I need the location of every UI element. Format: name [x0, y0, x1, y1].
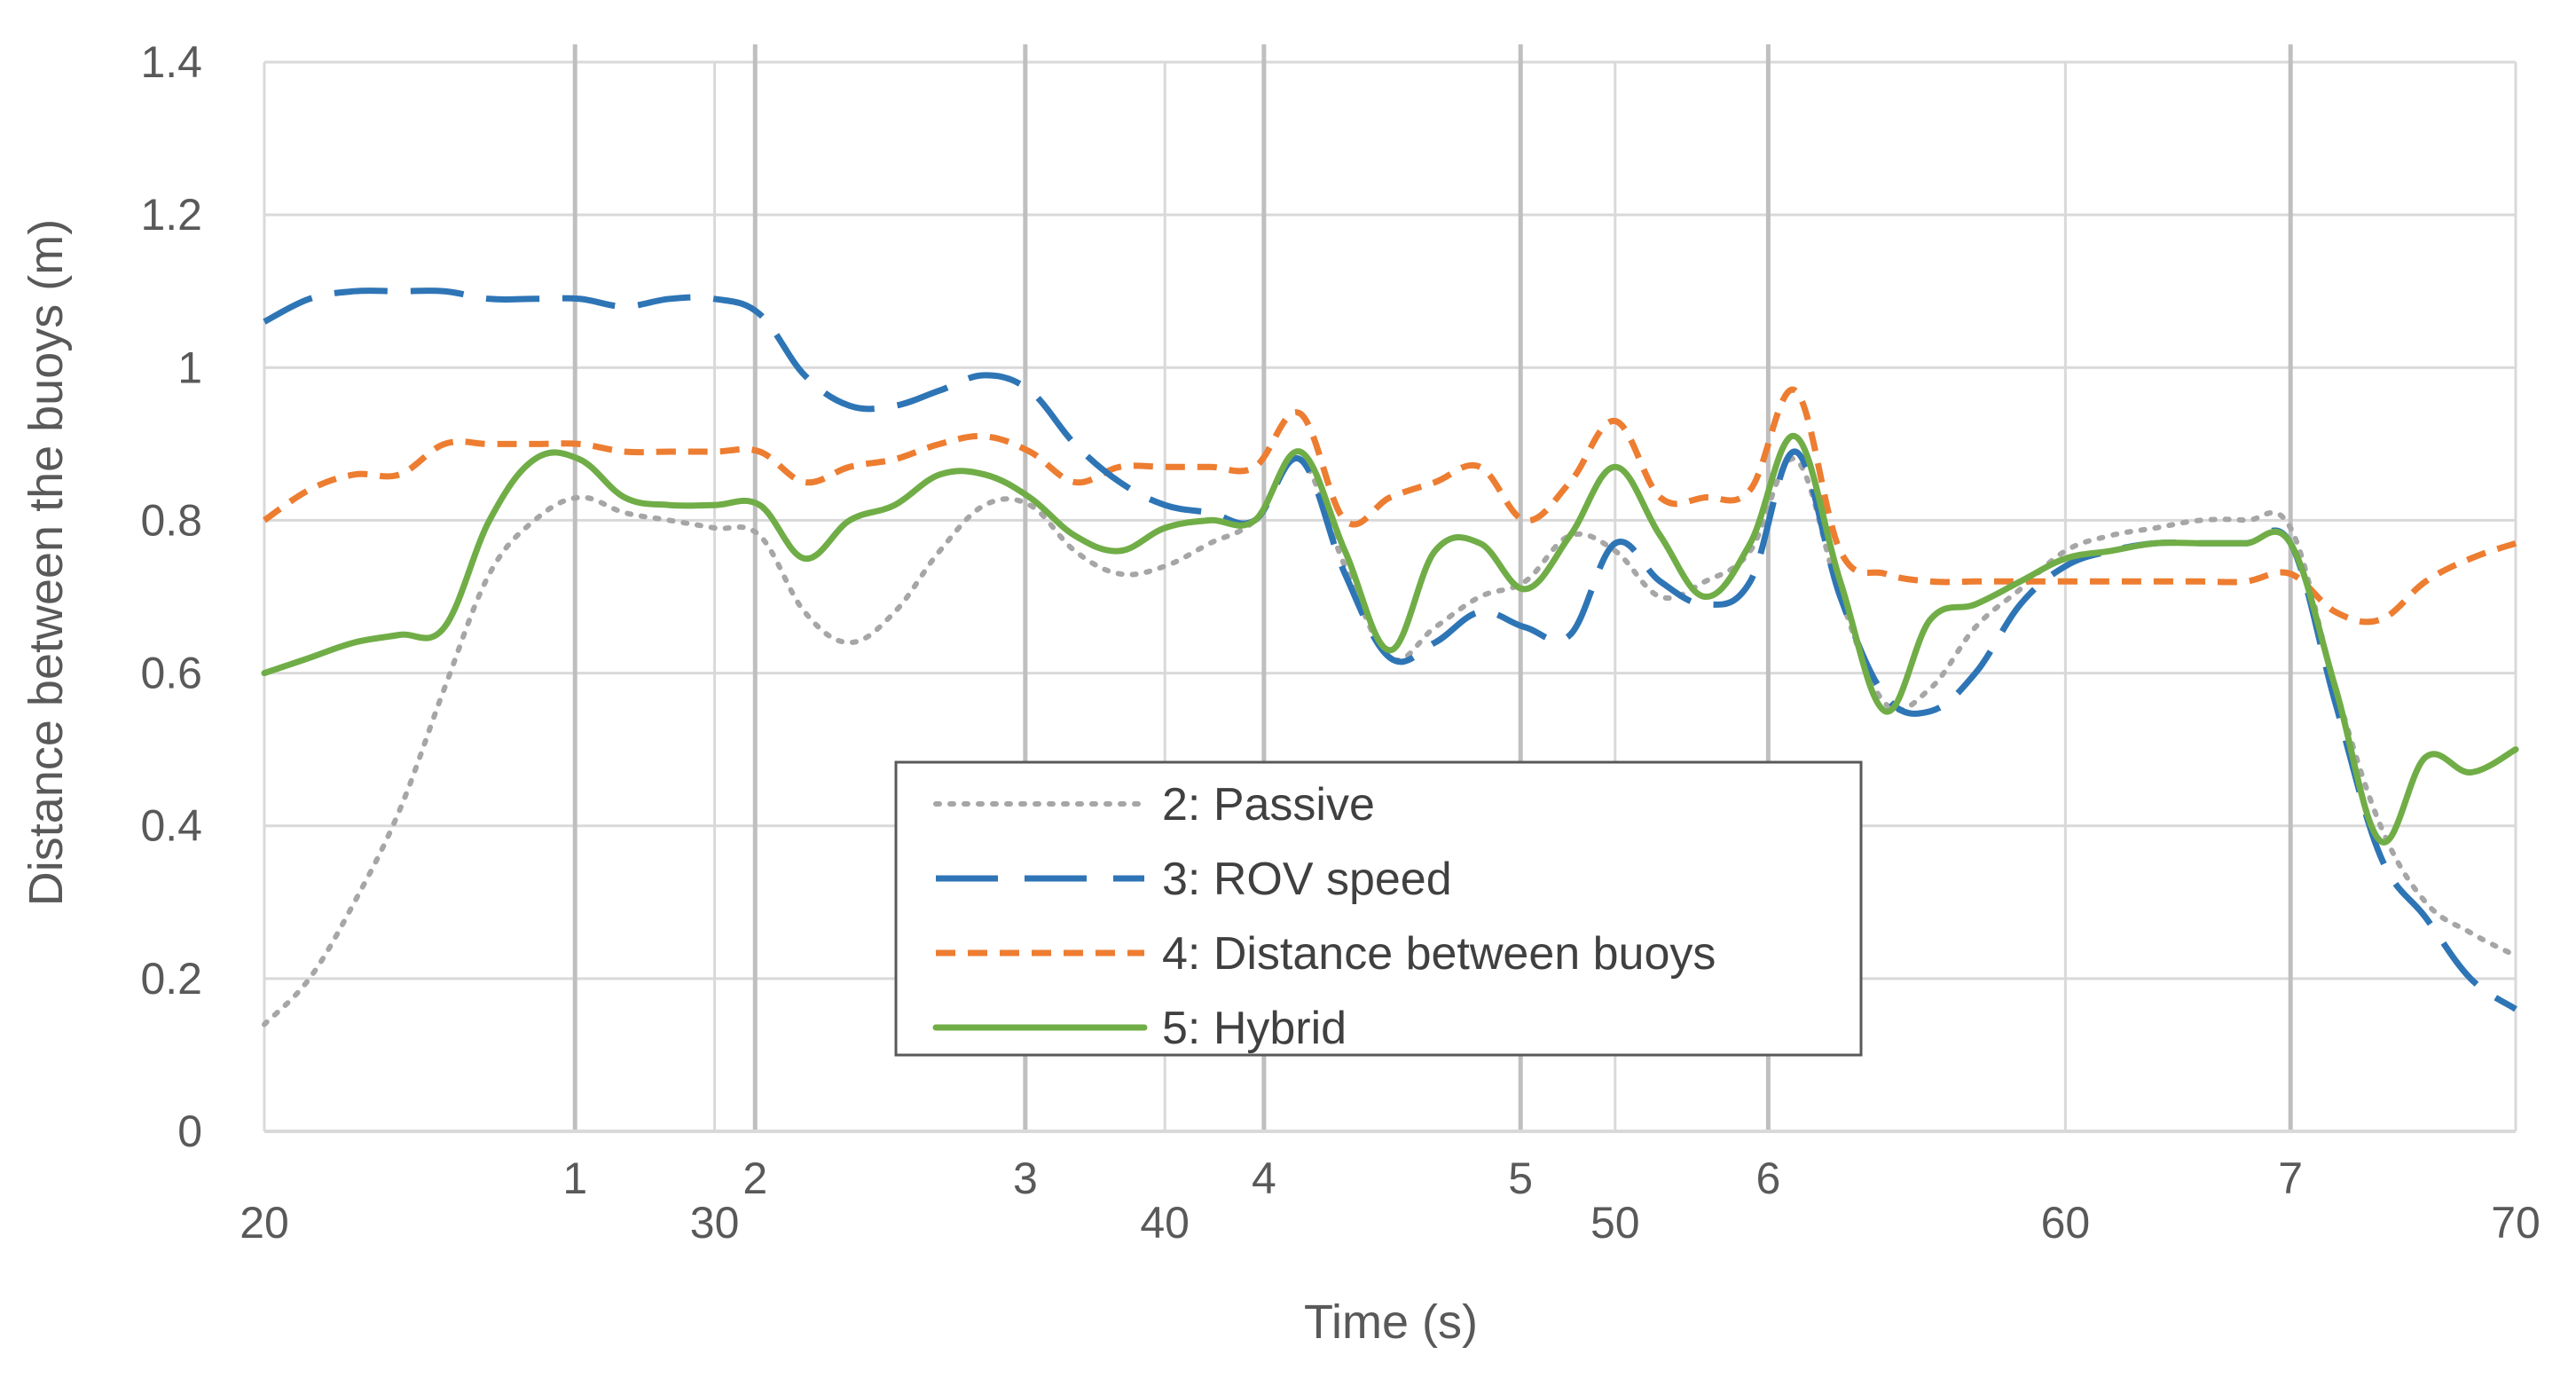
- y-tick-label-4: 0.8: [140, 495, 202, 545]
- series-lines: [261, 287, 2519, 1028]
- y-tick-label-3: 0.6: [140, 649, 202, 698]
- legend-label-5-hybrid: 5: Hybrid: [1162, 1003, 1347, 1054]
- event-label-2: 2: [742, 1154, 767, 1203]
- event-label-6: 6: [1755, 1154, 1780, 1203]
- vertical-gridlines: [263, 62, 2517, 1131]
- event-label-5: 5: [1508, 1154, 1533, 1203]
- event-label-3: 3: [1013, 1154, 1038, 1203]
- legend-label-4-distance-between-buoys: 4: Distance between buoys: [1162, 928, 1716, 980]
- y-tick-label-2: 0.4: [140, 801, 202, 851]
- event-label-7: 7: [2278, 1154, 2303, 1203]
- legend-label-3-rov-speed: 3: ROV speed: [1162, 854, 1452, 905]
- event-label-4: 4: [1252, 1154, 1276, 1203]
- series-line-4-distance-between-buoys: [262, 386, 2517, 626]
- x-tick-label-4: 60: [2041, 1198, 2091, 1248]
- y-tick-labels: 0 0.2 0.4 0.6 0.8 1 1.2 1.4: [140, 37, 202, 1156]
- x-tick-label-1: 30: [690, 1198, 740, 1248]
- y-tick-label-1: 0.2: [140, 954, 202, 1004]
- x-axis-title: Time (s): [1304, 1295, 1478, 1349]
- x-tick-label-3: 50: [1590, 1198, 1640, 1248]
- legend-label-2-passive: 2: Passive: [1162, 779, 1375, 831]
- legend: 2: Passive 3: ROV speed 4: Distance betwee…: [894, 760, 1863, 1057]
- event-marker-labels: 1 2 3 4 5 6 7: [562, 1154, 2303, 1203]
- legend-box: [894, 760, 1863, 1057]
- y-tick-label-6: 1.2: [140, 190, 202, 240]
- x-tick-label-2: 40: [1140, 1198, 1190, 1248]
- x-tick-labels: 20 30 40 50 60 70: [240, 1198, 2541, 1248]
- y-tick-label-5: 1: [177, 343, 202, 392]
- x-tick-label-0: 20: [240, 1198, 289, 1248]
- y-tick-label-0: 0: [177, 1106, 202, 1156]
- x-tick-label-5: 70: [2491, 1198, 2541, 1248]
- series-line-5-hybrid: [261, 433, 2519, 846]
- event-label-1: 1: [562, 1154, 587, 1203]
- y-tick-label-7: 1.4: [140, 37, 202, 87]
- y-axis-title: Distance between the buoys (m): [20, 219, 73, 906]
